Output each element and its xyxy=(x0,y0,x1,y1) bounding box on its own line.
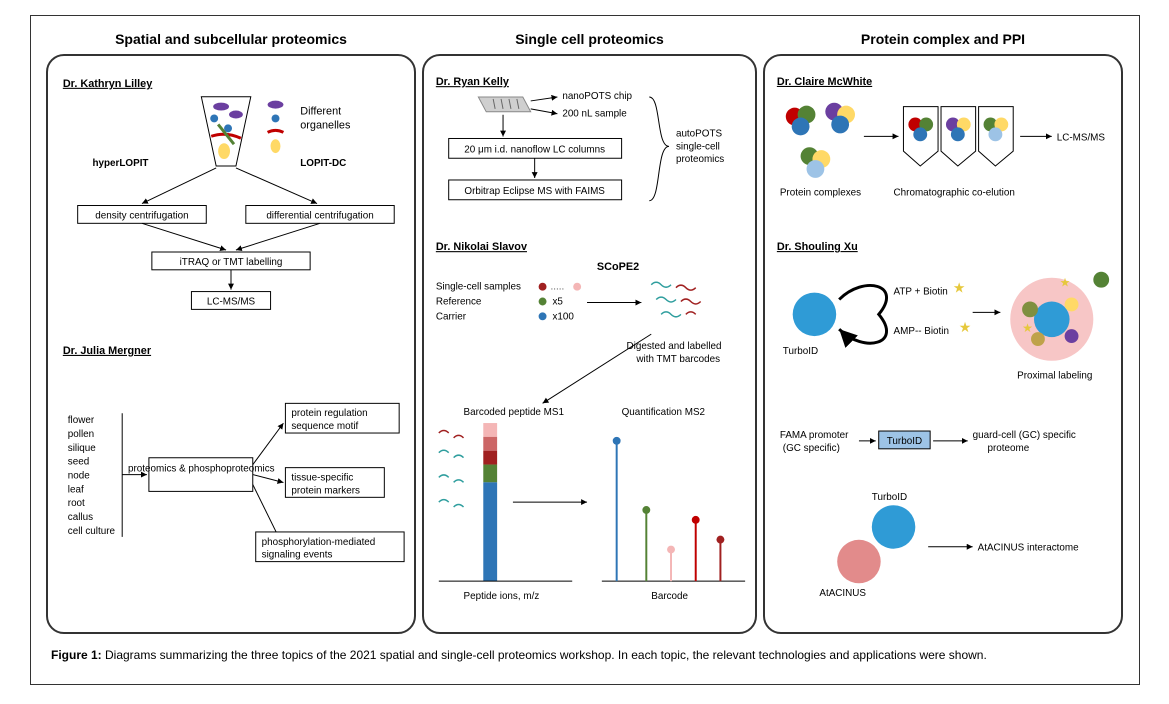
doc-lilley: Dr. Kathryn Lilley xyxy=(63,78,152,90)
svg-text:TurboID: TurboID xyxy=(887,436,922,447)
svg-text:Dr. Nikolai Slavov: Dr. Nikolai Slavov xyxy=(436,241,527,253)
panel-singlecell: Single cell proteomics Dr. Ryan Kelly na… xyxy=(422,54,757,634)
svg-text:★: ★ xyxy=(1022,321,1033,335)
svg-text:.....: ..... xyxy=(550,282,564,293)
reaction-arrow-icon xyxy=(839,285,886,343)
svg-text:sequence motif: sequence motif xyxy=(291,421,358,432)
svg-text:single-cell: single-cell xyxy=(676,141,720,152)
svg-text:protein regulation: protein regulation xyxy=(291,408,367,419)
svg-text:pollen: pollen xyxy=(68,429,94,440)
svg-text:SCoPE2: SCoPE2 xyxy=(597,261,639,273)
svg-text:Dr. Julia Mergner: Dr. Julia Mergner xyxy=(63,345,152,357)
svg-text:Dr. Ryan Kelly: Dr. Ryan Kelly xyxy=(436,76,509,88)
figure-caption: Figure 1: Diagrams summarizing the three… xyxy=(31,639,1139,674)
svg-text:Barcode: Barcode xyxy=(651,591,688,602)
svg-text:root: root xyxy=(68,498,85,509)
svg-text:TurboID: TurboID xyxy=(872,492,907,503)
svg-text:density centrifugation: density centrifugation xyxy=(95,210,188,221)
chip-icon xyxy=(478,97,530,112)
svg-text:with TMT barcodes: with TMT barcodes xyxy=(635,354,720,365)
tissue-list: flower pollen silique seed node leaf roo… xyxy=(68,413,122,537)
organelle-legend: Different organelles xyxy=(268,101,351,153)
star-icon: ★ xyxy=(953,280,965,296)
panel3-svg: Dr. Claire McWhite Protein complexes xyxy=(765,56,1121,632)
coelution-shields-icon xyxy=(903,107,1013,166)
panel3-title: Protein complex and PPI xyxy=(765,31,1121,47)
proximal-labeling-icon: ★ ★ xyxy=(1010,272,1109,361)
star-icon: ★ xyxy=(959,319,971,335)
svg-text:Chromatographic co-elution: Chromatographic co-elution xyxy=(894,188,1015,199)
barcode-bar-icon xyxy=(483,423,497,581)
svg-text:x5: x5 xyxy=(552,296,563,307)
svg-text:Dr. Claire McWhite: Dr. Claire McWhite xyxy=(777,76,872,88)
svg-text:200 nL sample: 200 nL sample xyxy=(562,109,627,120)
svg-text:nanoPOTS chip: nanoPOTS chip xyxy=(562,91,632,102)
squiggles-icon xyxy=(651,282,700,317)
svg-text:silique: silique xyxy=(68,443,97,454)
svg-text:Digested and labelled: Digested and labelled xyxy=(627,341,722,352)
svg-text:20 μm i.d. nanoflow LC columns: 20 μm i.d. nanoflow LC columns xyxy=(464,144,605,155)
svg-text:leaf: leaf xyxy=(68,484,84,495)
svg-text:node: node xyxy=(68,471,90,482)
caption-text: Diagrams summarizing the three topics of… xyxy=(102,648,987,662)
panel-ppi: Protein complex and PPI Dr. Claire McWhi… xyxy=(763,54,1123,634)
svg-text:Single-cell samples: Single-cell samples xyxy=(436,282,521,293)
caption-label: Figure 1: xyxy=(51,648,102,662)
svg-text:organelles: organelles xyxy=(300,119,351,131)
svg-text:tissue-specific: tissue-specific xyxy=(291,473,353,484)
svg-text:signaling events: signaling events xyxy=(262,550,333,561)
svg-text:Orbitrap Eclipse MS with FAIMS: Orbitrap Eclipse MS with FAIMS xyxy=(464,186,605,197)
svg-text:Protein complexes: Protein complexes xyxy=(780,188,861,199)
svg-text:Peptide ions, m/z: Peptide ions, m/z xyxy=(464,591,540,602)
svg-text:★: ★ xyxy=(1060,276,1071,290)
svg-text:autoPOTS: autoPOTS xyxy=(676,129,723,140)
svg-text:AMP-- Biotin: AMP-- Biotin xyxy=(894,326,949,337)
svg-text:LOPIT-DC: LOPIT-DC xyxy=(300,158,346,169)
panel2-svg: Dr. Ryan Kelly nanoPOTS chip 200 nL samp… xyxy=(424,56,755,632)
svg-text:x100: x100 xyxy=(552,311,574,322)
figure-frame: Spatial and subcellular proteomics Dr. K… xyxy=(30,15,1140,685)
svg-text:Different: Different xyxy=(300,106,341,118)
svg-text:protein markers: protein markers xyxy=(291,485,360,496)
ms2-lollipops-icon xyxy=(602,437,745,581)
svg-text:Dr. Shouling Xu: Dr. Shouling Xu xyxy=(777,241,858,253)
svg-text:LC-MS/MS: LC-MS/MS xyxy=(1057,132,1106,143)
svg-text:proteomics & phosphoproteomics: proteomics & phosphoproteomics xyxy=(128,464,275,475)
panel1-title: Spatial and subcellular proteomics xyxy=(48,31,414,47)
svg-text:Reference: Reference xyxy=(436,296,482,307)
svg-text:AtACINUS interactome: AtACINUS interactome xyxy=(978,543,1079,554)
svg-text:LC-MS/MS: LC-MS/MS xyxy=(207,296,256,307)
turboid-circle-icon xyxy=(793,293,837,337)
svg-text:differential centrifugation: differential centrifugation xyxy=(266,210,373,221)
panel1-svg: Dr. Kathryn Lilley xyxy=(48,56,414,632)
funnel-icon xyxy=(201,97,250,166)
svg-text:ATP + Biotin: ATP + Biotin xyxy=(894,287,948,298)
svg-text:Proximal labeling: Proximal labeling xyxy=(1017,371,1092,382)
svg-text:TurboID: TurboID xyxy=(783,346,818,357)
panel-spatial: Spatial and subcellular proteomics Dr. K… xyxy=(46,54,416,634)
svg-text:phosphorylation-mediated: phosphorylation-mediated xyxy=(262,537,376,548)
svg-text:Quantification MS2: Quantification MS2 xyxy=(622,407,705,418)
svg-text:FAMA promoter: FAMA promoter xyxy=(780,430,849,441)
svg-text:guard-cell (GC) specific: guard-cell (GC) specific xyxy=(973,430,1076,441)
svg-text:iTRAQ or TMT labelling: iTRAQ or TMT labelling xyxy=(180,257,283,268)
svg-text:callus: callus xyxy=(68,512,93,523)
svg-text:Barcoded peptide MS1: Barcoded peptide MS1 xyxy=(464,407,565,418)
svg-text:flower: flower xyxy=(68,415,95,426)
svg-text:seed: seed xyxy=(68,457,89,468)
svg-text:(GC specific): (GC specific) xyxy=(783,443,840,454)
svg-text:proteomics: proteomics xyxy=(676,154,724,165)
ms1-squiggles-icon xyxy=(439,430,464,507)
svg-text:proteome: proteome xyxy=(988,443,1030,454)
svg-text:cell culture: cell culture xyxy=(68,526,116,537)
complex-cluster-icon xyxy=(786,103,855,178)
atacinus-pair-icon: TurboID AtACINUS xyxy=(819,492,915,599)
panel2-title: Single cell proteomics xyxy=(424,31,755,47)
svg-text:AtACINUS: AtACINUS xyxy=(819,588,866,599)
svg-text:Carrier: Carrier xyxy=(436,311,467,322)
svg-text:hyperLOPIT: hyperLOPIT xyxy=(93,158,149,169)
